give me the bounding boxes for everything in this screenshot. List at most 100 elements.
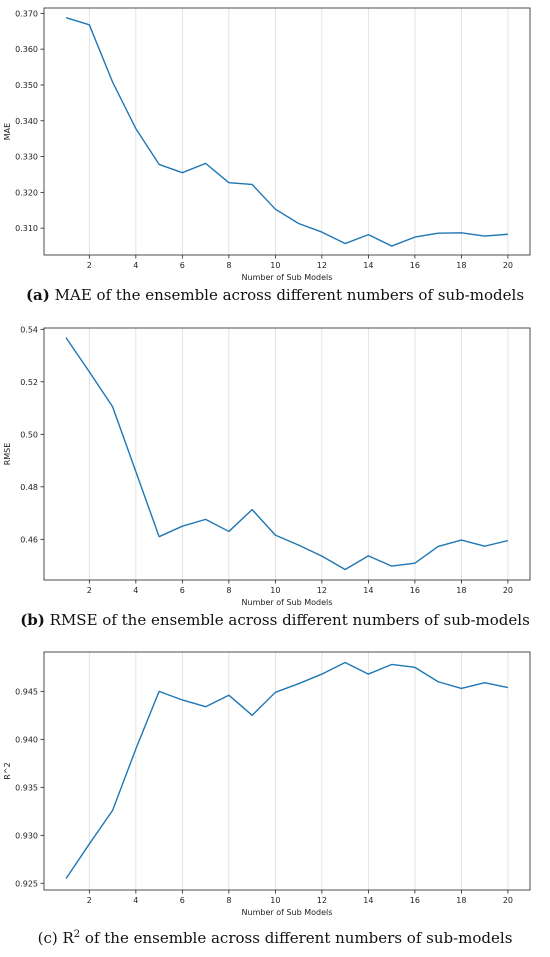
- r2-x-tick: 14: [363, 890, 373, 905]
- r2-chart: 2 4 6 8 10 12 14 16 18 20 0.925 0.930 0.935 0.940 0.94…: [3, 651, 531, 917]
- mae-x-tick: 4: [133, 255, 138, 270]
- rmse-x-tick-label: 16: [410, 586, 420, 595]
- mae-x-tick-label: 14: [363, 261, 373, 270]
- mae-x-tick-label: 20: [503, 261, 513, 270]
- mae-x-tick: 18: [456, 255, 466, 270]
- r2-x-tick-label: 8: [226, 896, 231, 905]
- mae-x-tick-label: 18: [456, 261, 466, 270]
- rmse-y-tick-label: 0.48: [20, 483, 38, 492]
- mae-x-tick-label: 2: [87, 261, 92, 270]
- r2-x-tick-label: 14: [363, 896, 373, 905]
- r2-x-tick: 18: [456, 890, 466, 905]
- rmse-chart: 2 4 6 8 10 12 14 16 18 20 0.46 0.48 0.50 0.52 0.54 Numb…: [3, 325, 531, 607]
- caption-r2: (c) R2 of the ensemble across different …: [0, 929, 550, 947]
- mae-y-tick-label: 0.340: [15, 117, 38, 126]
- rmse-y-tick-label: 0.50: [20, 430, 38, 439]
- r2-x-tick: 6: [180, 890, 185, 905]
- r2-x-tick: 8: [226, 890, 231, 905]
- rmse-x-tick-label: 18: [456, 586, 466, 595]
- r2-y-tick-label: 0.935: [15, 783, 38, 792]
- mae-chart: 2 4 6 8 10 12 14 16 18 20 0.310 0.320 0.330 0.340 0.35…: [3, 7, 531, 282]
- mae-y-tick-label: 0.370: [15, 9, 38, 18]
- mae-x-tick-label: 6: [180, 261, 185, 270]
- caption-mae: (a) MAE of the ensemble across different…: [0, 286, 550, 304]
- rmse-x-tick: 16: [410, 580, 420, 595]
- caption-rmse: (b) RMSE of the ensemble across differen…: [0, 611, 550, 629]
- rmse-y-axis-title: RMSE: [3, 443, 12, 466]
- mae-x-tick: 14: [363, 255, 373, 270]
- mae-y-tick: 0.330: [15, 153, 44, 162]
- r2-x-tick-label: 20: [503, 896, 513, 905]
- mae-plot-frame: [43, 7, 531, 256]
- r2-y-axis-title: R^2: [3, 762, 12, 779]
- caption-r2-label: (c): [37, 929, 58, 947]
- caption-r2-r: R: [62, 929, 74, 947]
- rmse-y-tick: 0.48: [20, 483, 44, 492]
- rmse-x-tick-label: 10: [270, 586, 280, 595]
- r2-x-tick-label: 2: [87, 896, 92, 905]
- mae-x-tick: 12: [317, 255, 327, 270]
- r2-x-tick: 16: [410, 890, 420, 905]
- r2-x-tick-label: 10: [270, 896, 280, 905]
- rmse-y-tick: 0.52: [20, 378, 44, 387]
- mae-x-tick-label: 8: [226, 261, 231, 270]
- caption-mae-text: MAE of the ensemble across different num…: [49, 286, 525, 304]
- mae-series-line: [65, 17, 508, 247]
- rmse-y-tick: 0.50: [20, 430, 44, 439]
- mae-x-tick-label: 16: [410, 261, 420, 270]
- mae-y-tick-label: 0.320: [15, 188, 38, 197]
- caption-rmse-label: (b): [20, 611, 45, 629]
- mae-y-tick: 0.310: [15, 224, 44, 233]
- r2-x-tick-label: 4: [133, 896, 138, 905]
- mae-y-tick: 0.320: [15, 188, 44, 197]
- rmse-x-tick: 2: [87, 580, 92, 595]
- panel-r2: 2 4 6 8 10 12 14 16 18 20 0.925 0.930 0.935 0.940 0.94…: [0, 640, 550, 957]
- r2-y-tick: 0.935: [15, 783, 44, 792]
- rmse-x-tick-label: 14: [363, 586, 373, 595]
- rmse-x-axis-title: Number of Sub Models: [242, 598, 333, 607]
- mae-y-tick: 0.370: [15, 9, 44, 18]
- r2-y-tick: 0.925: [15, 879, 44, 888]
- caption-r2-sup: 2: [73, 929, 81, 940]
- r2-x-tick-label: 6: [180, 896, 185, 905]
- mae-x-tick-label: 12: [317, 261, 327, 270]
- mae-y-tick: 0.350: [15, 81, 44, 90]
- rmse-y-tick: 0.46: [20, 535, 44, 544]
- mae-x-tick: 16: [410, 255, 420, 270]
- mae-x-tick-label: 4: [133, 261, 138, 270]
- r2-x-tick: 10: [270, 890, 280, 905]
- rmse-x-tick: 12: [317, 580, 327, 595]
- mae-x-tick: 8: [226, 255, 231, 270]
- mae-y-tick: 0.360: [15, 45, 44, 54]
- mae-y-tick: 0.340: [15, 117, 44, 126]
- r2-x-tick: 20: [503, 890, 513, 905]
- r2-x-tick: 4: [133, 890, 138, 905]
- mae-x-tick: 20: [503, 255, 513, 270]
- r2-x-tick: 12: [317, 890, 327, 905]
- rmse-x-tick: 8: [226, 580, 231, 595]
- panel-mae: 2 4 6 8 10 12 14 16 18 20 0.310 0.320 0.330 0.340 0.35…: [0, 0, 550, 318]
- r2-y-tick-label: 0.930: [15, 831, 38, 840]
- r2-plot-frame: [43, 651, 531, 891]
- rmse-x-tick: 20: [503, 580, 513, 595]
- rmse-x-tick: 4: [133, 580, 138, 595]
- mae-x-tick-label: 10: [270, 261, 280, 270]
- rmse-series-line: [65, 337, 509, 571]
- rmse-x-tick-label: 6: [180, 586, 185, 595]
- r2-series-line: [65, 661, 509, 879]
- mae-y-tick-label: 0.350: [15, 81, 38, 90]
- r2-y-tick: 0.945: [15, 687, 44, 696]
- rmse-x-tick-label: 8: [226, 586, 231, 595]
- rmse-plot-frame: [43, 327, 531, 581]
- rmse-y-tick-label: 0.52: [20, 378, 38, 387]
- rmse-y-tick: 0.54: [20, 325, 44, 334]
- r2-x-tick-label: 16: [410, 896, 420, 905]
- mae-x-tick: 6: [180, 255, 185, 270]
- mae-y-tick-label: 0.330: [15, 153, 38, 162]
- r2-y-tick-label: 0.940: [15, 735, 38, 744]
- rmse-x-tick: 18: [456, 580, 466, 595]
- r2-y-tick: 0.940: [15, 735, 44, 744]
- caption-rmse-text: RMSE of the ensemble across different nu…: [44, 611, 530, 629]
- mae-y-axis-title: MAE: [3, 123, 12, 140]
- caption-mae-label: (a): [25, 286, 50, 304]
